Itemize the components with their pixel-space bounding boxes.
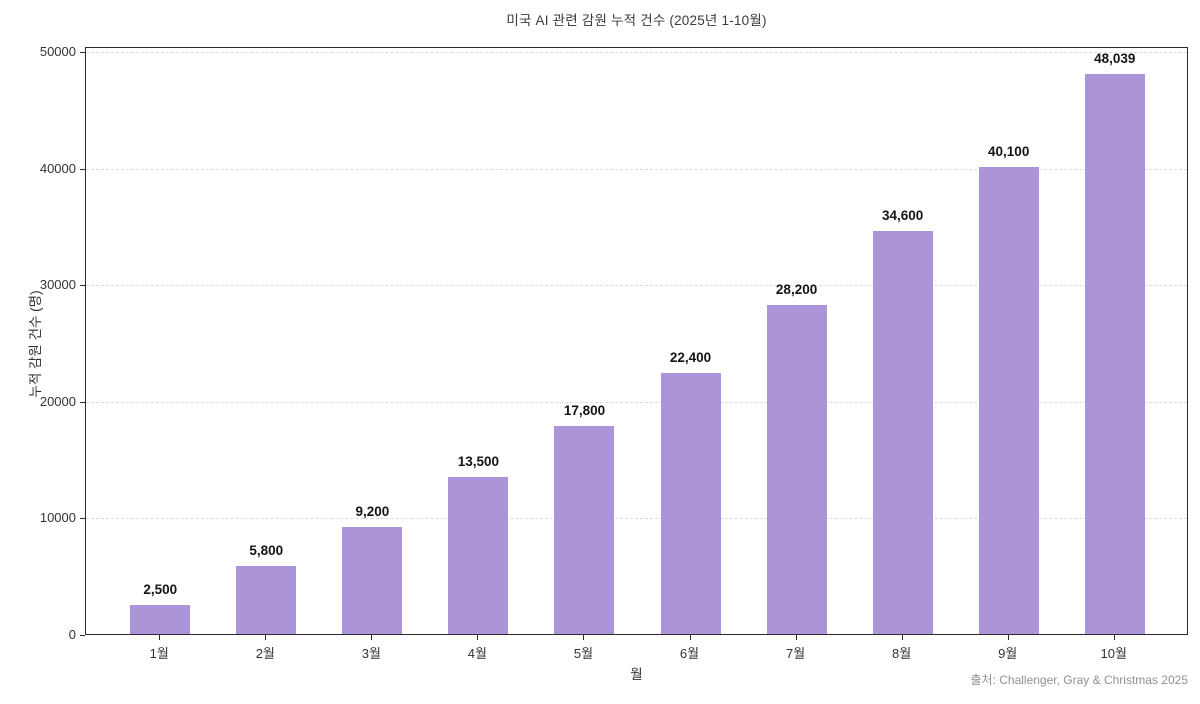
- x-tick-mark: [1113, 635, 1115, 640]
- bar: [236, 566, 297, 634]
- y-tick-mark: [80, 168, 85, 170]
- y-tick-label: 10000: [39, 510, 76, 526]
- gridline: [86, 52, 1187, 54]
- y-tick-mark: [80, 518, 85, 520]
- bar-value-label: 13,500: [457, 454, 500, 469]
- y-tick-mark: [80, 635, 85, 636]
- x-tick-mark: [901, 635, 903, 640]
- bar-value-label: 17,800: [563, 403, 606, 418]
- bar: [660, 373, 721, 634]
- bar-value-label: 5,800: [249, 543, 284, 558]
- y-tick-label: 20000: [39, 393, 76, 409]
- x-tick-label: 7월: [785, 646, 806, 661]
- bar: [448, 477, 509, 634]
- bar-value-label: 34,600: [881, 208, 924, 223]
- source-note: 출처: Challenger, Gray & Christmas 2025: [970, 673, 1188, 687]
- x-tick-mark: [689, 635, 691, 640]
- plot-area: 2,500 5,800 9,200 13,500 17,800 22,400 28,200 3…: [85, 47, 1188, 635]
- x-tick-label: 4월: [467, 646, 487, 661]
- bar-value-label: 28,200: [775, 282, 818, 297]
- bar: [342, 527, 403, 634]
- gridline: [86, 518, 1187, 520]
- bar-value-label: 48,039: [1094, 51, 1136, 66]
- y-tick-label: 40000: [39, 160, 76, 176]
- x-tick-mark: [583, 635, 585, 640]
- gridline: [86, 168, 1187, 170]
- y-tick-mark: [80, 401, 85, 403]
- x-tick-mark: [1007, 635, 1009, 640]
- chart-title: 미국 AI 관련 감원 누적 건수 (2025년 1-10월): [506, 13, 767, 28]
- bar-value-label: 22,400: [669, 350, 712, 365]
- bar-value-label: 2,500: [143, 582, 178, 597]
- x-tick-label: 10월: [1100, 646, 1127, 661]
- x-tick-mark: [795, 635, 797, 640]
- bar-value-label: 40,100: [988, 144, 1030, 159]
- gridline: [86, 285, 1187, 287]
- bar: [1084, 74, 1145, 634]
- x-tick-label: 9월: [998, 646, 1018, 661]
- x-tick-label: 6월: [679, 646, 700, 661]
- gridline: [86, 401, 1187, 403]
- bar: [872, 231, 933, 634]
- bar: [766, 305, 827, 634]
- y-tick-mark: [80, 52, 85, 54]
- y-tick-mark: [80, 285, 85, 287]
- y-tick-label: 50000: [39, 44, 76, 60]
- y-tick-label: 30000: [39, 277, 76, 293]
- bar-value-label: 9,200: [355, 504, 390, 519]
- bar: [554, 426, 615, 634]
- bar: [978, 167, 1039, 634]
- x-axis-title: 월: [630, 667, 643, 682]
- bar: [130, 605, 191, 634]
- x-tick-mark: [159, 635, 161, 640]
- x-tick-label: 8월: [892, 646, 912, 661]
- x-tick-label: 3월: [361, 646, 381, 661]
- x-tick-label: 2월: [255, 646, 275, 661]
- x-tick-mark: [371, 635, 373, 640]
- x-tick-mark: [265, 635, 267, 640]
- x-tick-mark: [477, 635, 479, 640]
- x-tick-label: 5월: [573, 646, 594, 661]
- x-tick-label: 1월: [149, 646, 169, 661]
- y-tick-label: 0: [68, 627, 76, 642]
